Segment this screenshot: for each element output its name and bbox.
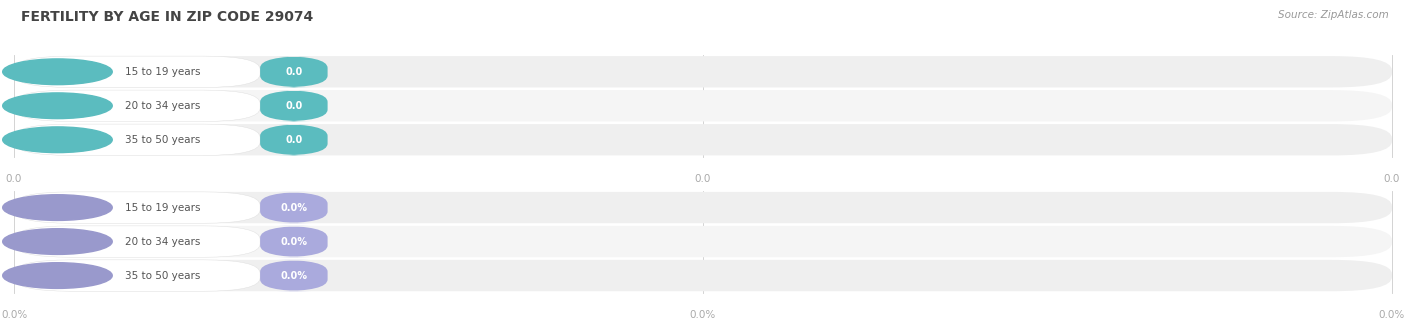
FancyBboxPatch shape (260, 90, 328, 121)
Circle shape (3, 93, 112, 118)
FancyBboxPatch shape (14, 56, 1392, 87)
Circle shape (3, 127, 112, 152)
FancyBboxPatch shape (260, 260, 328, 291)
Circle shape (3, 195, 112, 220)
Text: 20 to 34 years: 20 to 34 years (125, 101, 201, 111)
Text: 15 to 19 years: 15 to 19 years (125, 203, 201, 213)
FancyBboxPatch shape (14, 90, 260, 121)
FancyBboxPatch shape (260, 226, 328, 257)
FancyBboxPatch shape (260, 124, 328, 155)
FancyBboxPatch shape (260, 56, 328, 87)
Text: 35 to 50 years: 35 to 50 years (125, 135, 201, 145)
FancyBboxPatch shape (14, 90, 1392, 121)
Text: 0.0%: 0.0% (280, 271, 308, 280)
FancyBboxPatch shape (14, 192, 1392, 223)
FancyBboxPatch shape (14, 226, 260, 257)
Text: 0.0%: 0.0% (280, 203, 308, 213)
FancyBboxPatch shape (14, 192, 260, 223)
FancyBboxPatch shape (14, 56, 260, 87)
Circle shape (3, 229, 112, 254)
Text: 0.0%: 0.0% (1379, 310, 1405, 320)
Text: 0.0%: 0.0% (690, 310, 716, 320)
Text: 0.0: 0.0 (6, 174, 22, 184)
Text: 0.0: 0.0 (285, 135, 302, 145)
FancyBboxPatch shape (14, 260, 260, 291)
Text: Source: ZipAtlas.com: Source: ZipAtlas.com (1278, 10, 1389, 20)
FancyBboxPatch shape (14, 226, 1392, 257)
Text: 0.0%: 0.0% (1, 310, 27, 320)
Text: 0.0: 0.0 (285, 67, 302, 77)
FancyBboxPatch shape (260, 192, 328, 223)
FancyBboxPatch shape (14, 124, 260, 155)
Text: 15 to 19 years: 15 to 19 years (125, 67, 201, 77)
FancyBboxPatch shape (14, 260, 1392, 291)
Text: 0.0: 0.0 (1384, 174, 1400, 184)
Text: 35 to 50 years: 35 to 50 years (125, 271, 201, 280)
Text: FERTILITY BY AGE IN ZIP CODE 29074: FERTILITY BY AGE IN ZIP CODE 29074 (21, 10, 314, 24)
Text: 20 to 34 years: 20 to 34 years (125, 237, 201, 247)
Text: 0.0: 0.0 (695, 174, 711, 184)
Text: 0.0%: 0.0% (280, 237, 308, 247)
Circle shape (3, 59, 112, 84)
Circle shape (3, 263, 112, 288)
Text: 0.0: 0.0 (285, 101, 302, 111)
FancyBboxPatch shape (14, 124, 1392, 155)
